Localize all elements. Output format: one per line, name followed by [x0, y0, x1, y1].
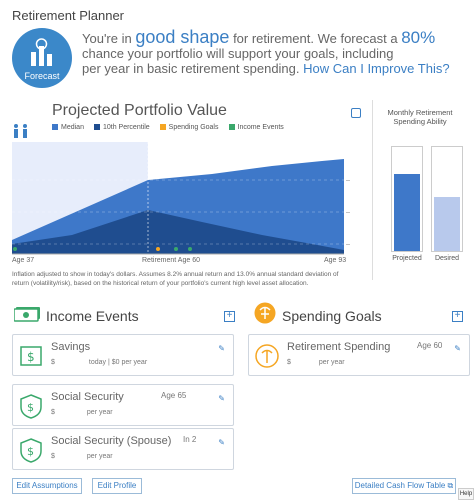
- legend-median: Median: [52, 124, 84, 131]
- forecast-headline: You're in good shape for retirement. We …: [82, 27, 466, 76]
- shield-icon: $: [20, 438, 42, 463]
- projected-bar-frame: [391, 146, 423, 252]
- palm-tree-icon: [255, 344, 279, 368]
- spending-ability-panel: [372, 100, 472, 280]
- income-amount: $ per year: [51, 453, 113, 460]
- svg-text:—: —: [346, 177, 350, 184]
- edit-pencil-icon[interactable]: ✎: [218, 394, 225, 403]
- chart-disclaimer: Inflation adjusted to show in today's do…: [12, 271, 339, 287]
- projected-label: Projected: [392, 255, 422, 262]
- forecast-bars-icon: [31, 38, 52, 66]
- headline-end2: per year in basic retirement spending.: [82, 61, 300, 76]
- money-icon: $: [20, 346, 42, 366]
- income-event-marker: [174, 247, 178, 251]
- legend-swatch: [93, 124, 100, 130]
- headline-start: You're in: [82, 31, 132, 46]
- shield-icon: $: [20, 394, 42, 419]
- add-income-icon[interactable]: +: [224, 311, 235, 322]
- spending-goals-title: Spending Goals: [282, 308, 382, 324]
- income-name: Social Security: [51, 391, 124, 403]
- start-age-label: Age 37: [12, 257, 35, 264]
- legend-10th: 10th Percentile: [93, 124, 150, 131]
- side-title: Monthly Retirement Spending Ability: [387, 108, 453, 126]
- svg-text:—: —: [346, 209, 350, 216]
- spending-name: Retirement Spending: [287, 341, 391, 353]
- spending-palm-icon: [254, 302, 276, 324]
- external-link-icon: ⧉: [447, 481, 454, 490]
- income-amount: $ today | $0 per year: [51, 359, 148, 366]
- spending-card-retirement[interactable]: Retirement Spending $ per year Age 60 ✎: [248, 334, 470, 376]
- legend-swatch: [228, 124, 235, 130]
- income-amount: $ per year: [51, 409, 113, 416]
- edit-pencil-icon[interactable]: ✎: [218, 344, 225, 353]
- income-card-social-security-spouse[interactable]: $ Social Security (Spouse) $ per year In …: [12, 428, 234, 470]
- improve-link[interactable]: How Can I Improve This?: [303, 61, 450, 76]
- forecast-label: Forecast: [24, 71, 60, 81]
- status-text: good shape: [135, 27, 230, 47]
- legend-swatch: [52, 124, 58, 130]
- headline-mid: for retirement. We forecast a: [233, 31, 398, 46]
- edit-profile-button[interactable]: Edit Profile: [92, 478, 142, 494]
- chart-settings-icon[interactable]: [351, 108, 361, 118]
- income-name: Social Security (Spouse): [51, 435, 172, 447]
- spending-goal-marker: [156, 247, 160, 251]
- legend-spending: Spending Goals: [159, 124, 219, 131]
- desired-bar: [434, 196, 460, 251]
- success-percent: 80%: [401, 28, 436, 47]
- spending-amount: $ per year: [287, 359, 345, 366]
- retirement-age-label: Retirement Age 60: [142, 257, 200, 264]
- income-name: Savings: [51, 341, 91, 353]
- legend-income: Income Events: [228, 124, 284, 131]
- svg-text:$: $: [27, 401, 34, 414]
- legend-swatch: [159, 124, 166, 130]
- help-button[interactable]: Help: [458, 488, 474, 500]
- end-age-label: Age 93: [324, 257, 347, 264]
- cash-flow-table-button[interactable]: Detailed Cash Flow Table ⧉: [352, 478, 456, 494]
- edit-assumptions-button[interactable]: Edit Assumptions: [12, 478, 82, 494]
- income-age: Age 65: [161, 391, 187, 400]
- add-spending-icon[interactable]: +: [452, 311, 463, 322]
- svg-text:$: $: [27, 350, 35, 364]
- chart-legend: Median 10th Percentile Spending Goals In…: [52, 124, 284, 131]
- income-card-social-security[interactable]: $ Social Security $ per year Age 65 ✎: [12, 384, 234, 426]
- income-card-savings[interactable]: $ Savings $ today | $0 per year ✎: [12, 334, 234, 376]
- projected-bar: [394, 174, 420, 251]
- headline-end: chance your portfolio will support your …: [82, 46, 394, 61]
- desired-label: Desired: [434, 255, 460, 262]
- page-title: Retirement Planner: [12, 8, 124, 23]
- edit-pencil-icon[interactable]: ✎: [454, 344, 461, 353]
- people-icon[interactable]: [12, 124, 32, 138]
- forecast-badge: Forecast: [12, 28, 72, 88]
- income-age: In 2: [183, 435, 197, 444]
- income-event-marker: [188, 247, 192, 251]
- desired-bar-frame: [431, 146, 463, 252]
- income-events-title: Income Events: [46, 308, 139, 324]
- chart-title: Projected Portfolio Value: [52, 102, 227, 119]
- income-event-marker: [13, 247, 17, 251]
- portfolio-chart: — — —: [12, 142, 350, 255]
- income-money-icon: [14, 307, 40, 322]
- svg-text:—: —: [346, 241, 350, 248]
- spending-age: Age 60: [417, 341, 443, 350]
- 10th-percentile-area: [12, 210, 344, 254]
- edit-pencil-icon[interactable]: ✎: [218, 438, 225, 447]
- svg-text:$: $: [27, 445, 34, 458]
